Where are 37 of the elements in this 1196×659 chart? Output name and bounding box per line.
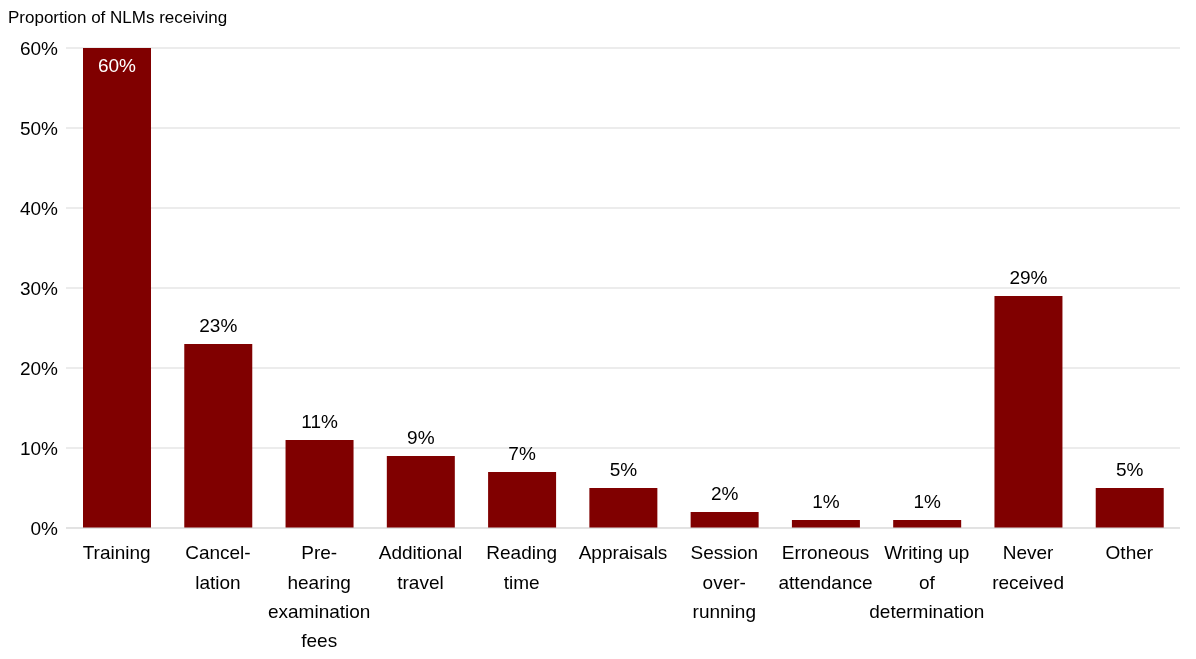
x-tick-label: Other: [1105, 542, 1154, 564]
data-label: 1%: [913, 491, 942, 512]
data-label: 5%: [609, 459, 638, 480]
x-tick-label: Appraisals: [578, 542, 668, 564]
y-tick-label: 50%: [19, 117, 59, 139]
x-tick-label: Never received: [992, 542, 1065, 593]
bar: [994, 296, 1063, 528]
data-label: 29%: [1009, 267, 1048, 288]
y-tick-label: 30%: [19, 277, 59, 299]
x-tick-label: Session over-running: [690, 542, 759, 622]
x-tick-label: Pre-hearing examination fees: [267, 542, 371, 652]
bar: [285, 440, 354, 528]
bar: [690, 512, 759, 528]
data-label: 9%: [407, 427, 435, 448]
bar: [83, 48, 151, 528]
x-tick-label: Cancel-lation: [185, 542, 251, 593]
y-tick-label: 20%: [19, 357, 59, 379]
y-tick-label: 10%: [19, 437, 59, 459]
bar: [386, 456, 455, 528]
bar: [184, 344, 253, 528]
x-tick-label: Training: [82, 542, 151, 564]
data-label: 11%: [301, 411, 338, 432]
bar: [589, 488, 658, 528]
data-label: 60%: [97, 55, 137, 76]
data-label: 1%: [812, 491, 840, 512]
bar: [1095, 488, 1164, 528]
data-label: 23%: [199, 315, 238, 336]
y-axis-title: Proportion of NLMs receiving: [8, 8, 228, 28]
data-label: 7%: [508, 443, 536, 464]
data-label: 5%: [1115, 459, 1144, 480]
bar: [488, 472, 557, 528]
x-tick-label: Additional travel: [378, 542, 463, 593]
y-tick-label: 0%: [30, 517, 59, 539]
data-label: 2%: [710, 483, 739, 504]
y-tick-label: 40%: [19, 197, 59, 219]
x-tick-label: Reading time: [486, 542, 558, 593]
y-tick-label: 60%: [19, 37, 59, 59]
